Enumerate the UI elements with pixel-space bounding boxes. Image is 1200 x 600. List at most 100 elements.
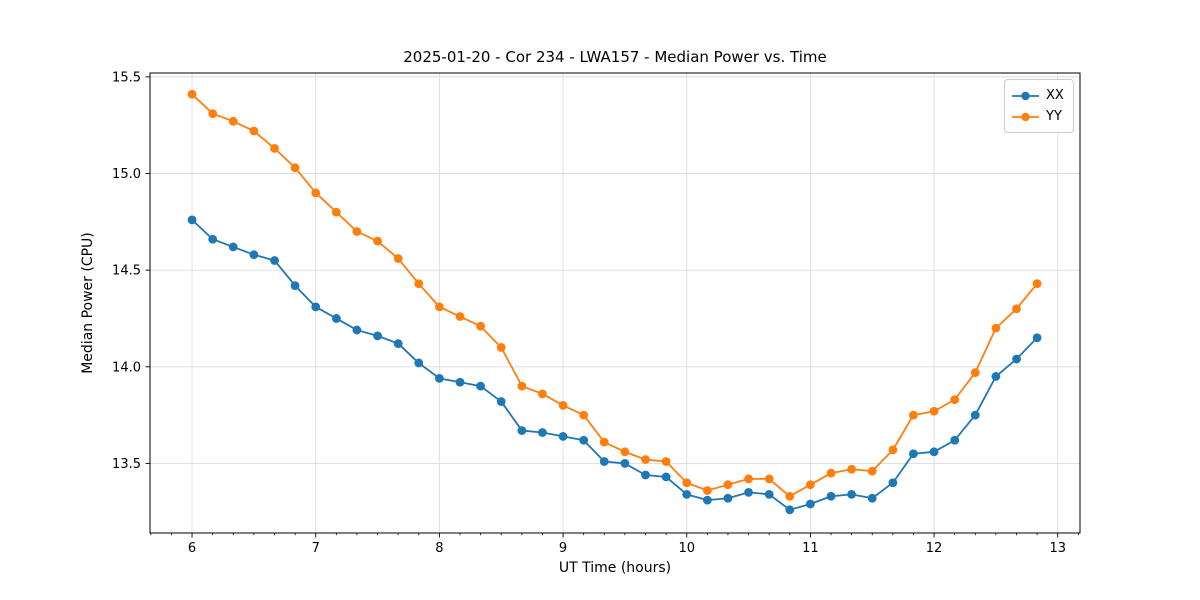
series-yy-line: [191, 93, 1038, 498]
series-yy-marker: [702, 486, 712, 495]
series-yy-marker: [434, 302, 444, 312]
x-tick-label: 6: [188, 541, 196, 556]
series-xx-marker: [455, 377, 465, 387]
legend-label-xx: XX: [1046, 88, 1064, 103]
x-tick-label: 10: [678, 541, 695, 556]
series-yy-marker: [867, 466, 877, 476]
series-xx-marker: [1032, 333, 1042, 343]
y-tick-label: 14.5: [112, 264, 141, 279]
series-xx-marker: [476, 381, 485, 391]
series-xx-marker: [579, 435, 589, 445]
series-xx-marker: [847, 489, 856, 499]
x-tick-label: 11: [802, 541, 819, 556]
series-yy-marker: [682, 478, 692, 488]
series-xx-marker: [805, 499, 815, 509]
x-axis-label: UT Time (hours): [558, 560, 672, 576]
series-xx-marker: [867, 493, 877, 503]
series-yy-marker: [538, 389, 547, 399]
series-yy-marker: [805, 480, 815, 490]
series-xx-marker: [496, 397, 506, 406]
series-xx-marker: [682, 489, 692, 499]
x-tick-label: 8: [435, 541, 443, 556]
series-xx-marker: [785, 505, 795, 515]
series-yy-marker: [290, 163, 300, 173]
x-tick-label: 7: [312, 541, 320, 556]
series-xx-marker: [352, 325, 362, 335]
legend-line-marker-icon: [1012, 91, 1039, 100]
series-yy-marker: [331, 207, 341, 217]
series-yy-marker: [970, 368, 980, 377]
series-yy-marker: [785, 491, 795, 501]
series-xx-marker: [744, 488, 753, 497]
series-yy-marker: [723, 480, 733, 490]
series-xx-marker: [888, 478, 898, 488]
legend-item-yy: YY: [1012, 106, 1065, 127]
series-yy-marker: [270, 143, 279, 153]
series-yy-marker: [579, 410, 589, 420]
x-tick-label: 9: [559, 541, 567, 556]
series-xx-marker: [723, 493, 733, 503]
series-xx-marker: [558, 431, 568, 441]
series-yy-marker: [496, 343, 506, 352]
series-xx-marker: [290, 281, 300, 291]
y-tick-label: 14.0: [112, 360, 141, 375]
y-tick-label: 15.5: [112, 70, 141, 85]
series-yy-marker: [476, 321, 485, 331]
series-yy-marker: [620, 447, 630, 457]
series-xx-marker: [950, 435, 960, 445]
series-yy-marker: [311, 188, 321, 198]
series-xx-marker: [331, 314, 341, 323]
series-xx-line: [191, 219, 1038, 511]
series-yy-marker: [847, 464, 856, 474]
series-yy-marker: [950, 395, 960, 405]
series-yy-marker: [909, 410, 918, 420]
series-yy-marker: [373, 236, 382, 246]
legend-item-xx: XX: [1012, 85, 1065, 106]
series-yy-marker: [641, 455, 650, 464]
x-tick-label: 12: [926, 541, 943, 556]
x-tick-label: 13: [1049, 541, 1066, 556]
y-tick-label: 13.5: [112, 457, 141, 472]
series-xx-marker: [764, 489, 774, 499]
axes-frame: [149, 72, 1081, 534]
series-xx-marker: [641, 470, 650, 480]
legend: XX YY: [1004, 79, 1074, 133]
series-xx-marker: [373, 331, 382, 341]
series-xx-marker: [311, 302, 321, 312]
series-xx-marker: [414, 358, 424, 368]
series-xx-marker: [249, 250, 259, 260]
series-xx-marker: [909, 449, 918, 459]
series-xx-marker: [270, 256, 279, 265]
series-yy-marker: [744, 474, 753, 484]
series-xx-marker: [1012, 354, 1021, 364]
series-xx-marker: [187, 215, 197, 225]
legend-label-yy: YY: [1046, 109, 1062, 124]
series-xx-marker: [620, 459, 630, 468]
series-xx-marker: [661, 472, 671, 482]
series-yy-marker: [187, 89, 197, 99]
series-yy-marker: [1012, 304, 1021, 314]
series-xx-marker: [929, 447, 939, 457]
legend-line-marker-icon: [1012, 112, 1039, 121]
series-xx-marker: [970, 410, 980, 420]
series-yy-marker: [599, 437, 609, 447]
series-xx-marker: [208, 234, 218, 244]
series-xx-marker: [826, 491, 836, 501]
series-xx-marker: [517, 426, 527, 435]
series-xx-marker: [393, 339, 403, 348]
series-yy-marker: [661, 457, 671, 466]
series-xx-marker: [228, 242, 238, 252]
series-yy-marker: [455, 312, 465, 321]
series-yy-marker: [208, 109, 218, 118]
series-yy-marker: [517, 381, 527, 391]
series-yy-marker: [228, 116, 238, 126]
series-yy-marker: [764, 474, 774, 484]
series-yy-marker: [826, 468, 836, 478]
series-xx-marker: [434, 373, 444, 383]
series-yy-marker: [414, 279, 424, 289]
series-yy-marker: [1032, 279, 1042, 289]
series-xx-marker: [538, 428, 547, 437]
series-xx-marker: [991, 372, 1001, 381]
